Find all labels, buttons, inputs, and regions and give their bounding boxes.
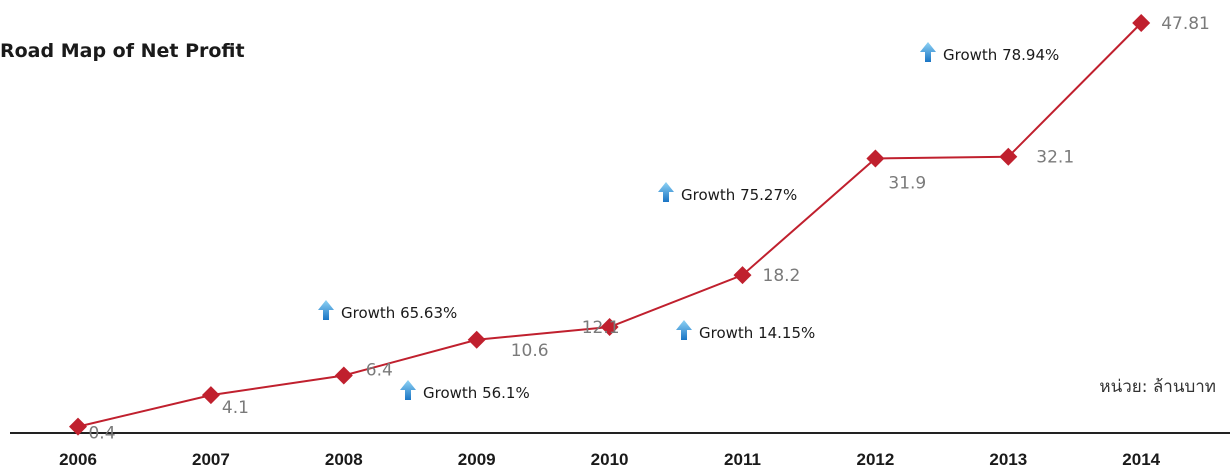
data-point-marker <box>866 149 885 168</box>
data-value-label: 4.1 <box>222 398 249 418</box>
growth-up-arrow-icon <box>676 320 692 340</box>
growth-up-arrow-icon <box>658 182 674 202</box>
data-value-label: 0.4 <box>88 424 115 444</box>
data-point-marker <box>334 366 353 385</box>
growth-annotation: Growth 75.27% <box>658 182 797 204</box>
x-tick-labels: 2006 2007 2008 2009 2010 2011 2012 2013 2014 <box>59 450 1161 468</box>
x-tick-label: 2014 <box>1122 450 1160 468</box>
x-tick-label: 2008 <box>325 450 363 468</box>
data-point-marker <box>600 317 619 336</box>
data-point-marker <box>69 417 87 436</box>
growth-annotation-text: Growth 78.94% <box>943 46 1059 64</box>
growth-annotation-text: Growth 75.27% <box>681 186 797 204</box>
x-tick-label: 2009 <box>458 450 496 468</box>
chart-title: Road Map of Net Profit <box>0 40 245 62</box>
data-point-markers <box>69 14 1151 436</box>
growth-annotation-text: Growth 65.63% <box>341 304 457 322</box>
growth-up-arrow-icon <box>400 380 416 400</box>
unit-label: หน่วย: ล้านบาท <box>1099 377 1216 397</box>
data-value-label: 10.6 <box>511 341 549 361</box>
growth-annotation: Growth 78.94% <box>920 42 1059 64</box>
data-point-marker <box>1132 14 1151 32</box>
x-tick-label: 2007 <box>192 450 230 468</box>
data-value-label: 6.4 <box>366 361 393 381</box>
growth-up-arrow-icon <box>920 42 936 62</box>
data-value-label: 32.1 <box>1036 148 1074 168</box>
x-tick-label: 2012 <box>856 450 894 468</box>
growth-annotation: Growth 56.1% <box>400 380 530 402</box>
x-tick-label: 2013 <box>989 450 1027 468</box>
data-point-marker <box>201 386 220 405</box>
growth-annotation: Growth 65.63% <box>318 300 457 322</box>
data-point-marker <box>467 330 486 349</box>
x-tick-label: 2011 <box>724 450 761 468</box>
growth-annotation-text: Growth 56.1% <box>423 384 530 402</box>
net-profit-series-line <box>77 22 1142 428</box>
x-tick-label: 2006 <box>59 450 97 468</box>
growth-up-arrow-icon <box>318 300 334 320</box>
growth-annotations: Growth 56.1% Growth 65.63% Growth 14.15% Gr… <box>318 42 1059 402</box>
data-value-labels: 0.4 4.1 6.4 10.6 12.1 18.2 31.9 32.1 47.81 <box>88 14 1209 444</box>
growth-annotation-text: Growth 14.15% <box>699 324 815 342</box>
growth-annotation: Growth 14.15% <box>676 320 815 342</box>
data-value-label: 47.81 <box>1161 14 1210 34</box>
x-tick-label: 2010 <box>591 450 629 468</box>
data-value-label: 31.9 <box>888 173 926 193</box>
data-value-label: 18.2 <box>763 266 801 286</box>
data-value-label: 12.1 <box>582 318 620 338</box>
data-point-marker <box>999 147 1018 166</box>
data-point-marker <box>733 266 752 285</box>
